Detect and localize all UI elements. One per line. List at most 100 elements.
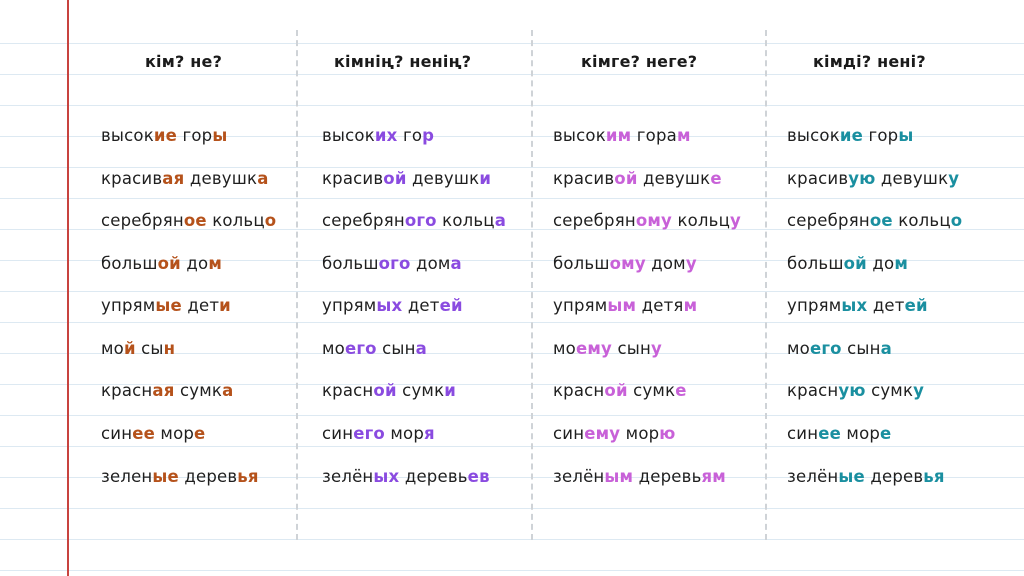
phrase-row: серебряному кольцу xyxy=(553,211,741,230)
word-ending: ее xyxy=(818,424,841,443)
phrase-row: красной сумке xyxy=(553,381,687,400)
word-stem: мо xyxy=(553,339,576,358)
word-ending: ю xyxy=(659,424,676,443)
word-stem: высок xyxy=(787,126,840,145)
word-stem: мо xyxy=(787,339,810,358)
word-stem: кольц xyxy=(436,211,495,230)
word-stem: больш xyxy=(553,254,610,273)
word-ending: й xyxy=(123,339,136,358)
phrase-row: зелёным деревьям xyxy=(553,467,726,486)
word-ending: ого xyxy=(404,211,437,230)
word-stem: кольц xyxy=(892,211,951,230)
word-stem: сумк xyxy=(865,381,914,400)
word-stem: дет xyxy=(402,296,440,315)
word-ending: ому xyxy=(635,211,672,230)
word-stem: сумк xyxy=(174,381,223,400)
word-ending: а xyxy=(415,339,427,358)
word-stem: син xyxy=(101,424,133,443)
phrase-row: синее море xyxy=(101,424,205,443)
word-stem: мо xyxy=(101,339,124,358)
word-ending: а xyxy=(494,211,507,230)
column-header: кімге? неге? xyxy=(581,52,698,71)
word-ending: е xyxy=(194,424,206,443)
word-stem: сын xyxy=(376,339,416,358)
word-ending: ым xyxy=(604,467,634,486)
word-stem: син xyxy=(322,424,354,443)
phrase-row: высоким горам xyxy=(553,126,691,145)
word-ending: е xyxy=(675,381,687,400)
phrase-row: красивая девушка xyxy=(101,169,269,188)
phrase-row: большого дома xyxy=(322,254,462,273)
word-ending: ей xyxy=(904,296,928,315)
word-ending: его xyxy=(344,339,377,358)
word-stem: син xyxy=(787,424,819,443)
word-stem: до xyxy=(180,254,209,273)
word-ending: ой xyxy=(604,381,628,400)
phrase-row: красивую девушку xyxy=(787,169,959,188)
word-stem: гор xyxy=(863,126,899,145)
word-ending: ья xyxy=(237,467,259,486)
column-divider xyxy=(765,30,767,540)
word-stem: кольц xyxy=(206,211,265,230)
word-ending: и xyxy=(219,296,231,315)
word-stem: красив xyxy=(553,169,615,188)
phrase-row: высоких гор xyxy=(322,126,434,145)
word-ending: м xyxy=(676,126,691,145)
phrase-row: серебряное кольцо xyxy=(787,211,962,230)
word-ending: м xyxy=(683,296,698,315)
word-stem: упрям xyxy=(787,296,842,315)
phrase-row: красивой девушки xyxy=(322,169,491,188)
phrase-row: большому дому xyxy=(553,254,697,273)
word-stem: дом xyxy=(645,254,686,273)
word-ending: м xyxy=(208,254,222,273)
word-stem: дет xyxy=(867,296,905,315)
word-stem: больш xyxy=(322,254,379,273)
word-stem: зелён xyxy=(787,467,839,486)
word-stem: сы xyxy=(135,339,164,358)
word-ending: у xyxy=(948,169,960,188)
word-ending: ому xyxy=(609,254,646,273)
word-ending: м xyxy=(894,254,908,273)
word-stem: серебрян xyxy=(787,211,870,230)
word-ending: е xyxy=(710,169,722,188)
phrase-row: высокие горы xyxy=(101,126,227,145)
notebook-margin-line xyxy=(67,0,69,576)
phrase-row: мой сын xyxy=(101,339,175,358)
word-ending: у xyxy=(730,211,741,230)
word-ending: ые xyxy=(838,467,865,486)
word-ending: его xyxy=(353,424,385,443)
word-stem: мор xyxy=(384,424,424,443)
phrase-row: большой дом xyxy=(787,254,908,273)
word-ending: ых xyxy=(841,296,868,315)
phrase-row: упрямых детей xyxy=(322,296,463,315)
word-ending: у xyxy=(650,339,662,358)
word-stem: зелён xyxy=(322,467,374,486)
word-stem: гор xyxy=(177,126,213,145)
word-stem: до xyxy=(866,254,895,273)
word-stem: гора xyxy=(631,126,677,145)
phrase-row: красная сумка xyxy=(101,381,233,400)
phrase-row: зелёных деревьев xyxy=(322,467,490,486)
word-ending: а xyxy=(880,339,892,358)
column-divider xyxy=(531,30,533,540)
word-ending: ое xyxy=(183,211,207,230)
word-stem: больш xyxy=(787,254,844,273)
phrase-row: моему сыну xyxy=(553,339,662,358)
word-stem: деревь xyxy=(633,467,702,486)
word-ending: их xyxy=(374,126,398,145)
word-stem: упрям xyxy=(553,296,608,315)
word-stem: упрям xyxy=(101,296,156,315)
word-ending: ья xyxy=(923,467,945,486)
phrase-row: красную сумку xyxy=(787,381,924,400)
column-header: кімнің? ненің? xyxy=(334,52,472,71)
word-ending: ы xyxy=(898,126,914,145)
word-ending: у xyxy=(685,254,697,273)
word-stem: дет xyxy=(181,296,220,315)
word-ending: ые xyxy=(152,467,179,486)
phrase-row: зелёные деревья xyxy=(787,467,945,486)
word-stem: красив xyxy=(101,169,163,188)
word-stem: красн xyxy=(322,381,374,400)
column-divider xyxy=(296,30,298,540)
word-ending: а xyxy=(222,381,234,400)
word-ending: а xyxy=(257,169,269,188)
